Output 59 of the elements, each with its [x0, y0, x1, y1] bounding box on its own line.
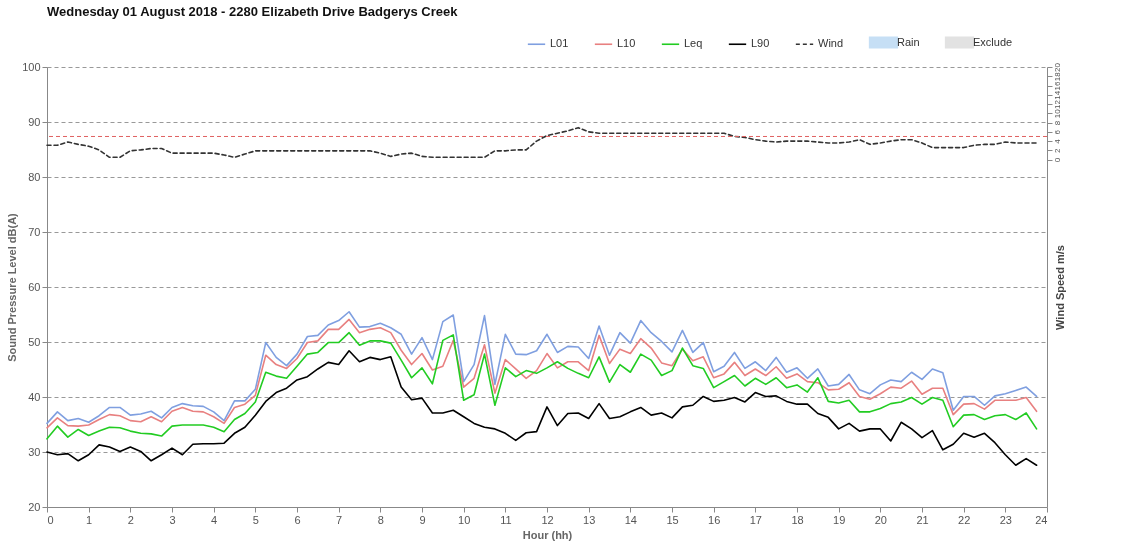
- y-tick-label: 70: [28, 225, 41, 238]
- x-tick-label: 21: [916, 513, 929, 526]
- y2-tick-label: 6: [1052, 129, 1062, 135]
- legend-label: Rain: [897, 35, 920, 48]
- x-tick-label: 20: [874, 513, 887, 526]
- y2-tick-label: 10: [1052, 108, 1062, 119]
- x-tick-label: 24: [1035, 513, 1048, 526]
- y2-tick-label: 12: [1052, 99, 1062, 110]
- x-tick-label: 2: [127, 513, 134, 526]
- x-tick-label: 15: [666, 513, 679, 526]
- y2-tick-label: 0: [1052, 157, 1062, 163]
- y2-tick-label: 14: [1052, 90, 1062, 100]
- legend-label: L90: [751, 37, 770, 50]
- x-tick-label: 8: [377, 513, 384, 526]
- x-tick-label: 11: [500, 513, 512, 526]
- y-tick-label: 80: [28, 170, 41, 183]
- legend-label: Leq: [684, 37, 703, 50]
- x-tick-label: 9: [419, 513, 426, 526]
- y2-tick-label: 16: [1052, 81, 1062, 91]
- x-tick-label: 13: [583, 513, 596, 526]
- y-tick-label: 100: [22, 60, 41, 73]
- y2-tick-label: 8: [1052, 120, 1062, 126]
- line-series: [46, 126, 1038, 159]
- y2-tick-label: 2: [1052, 148, 1062, 154]
- legend-label: Wind: [818, 37, 844, 50]
- x-tick-label: 1: [86, 513, 93, 526]
- y2-tick-label: 4: [1052, 138, 1062, 144]
- x-tick-label: 7: [336, 513, 343, 526]
- legend-label: L01: [550, 37, 569, 50]
- x-tick-label: 6: [294, 513, 301, 526]
- x-tick-label: 4: [211, 513, 218, 526]
- x-tick-label: 10: [458, 513, 471, 526]
- y-tick-label: 40: [28, 390, 41, 403]
- x-tick-label: 3: [169, 513, 176, 526]
- y-axis-title: Sound Pressure Level dB(A): [6, 212, 19, 362]
- x-tick-label: 23: [999, 513, 1012, 526]
- y2-axis-title: Wind Speed m/s: [1053, 245, 1066, 330]
- x-tick-label: 16: [708, 513, 721, 526]
- x-tick-label: 14: [624, 513, 637, 526]
- x-axis-title: Hour (hh): [522, 528, 573, 541]
- chart-title: Wednesday 01 August 2018 - 2280 Elizabeth Drive Badgerys Creek: [47, 4, 459, 19]
- y-tick-label: 30: [28, 445, 41, 458]
- y-tick-label: 50: [28, 335, 41, 348]
- legend-label: L10: [617, 37, 636, 50]
- x-tick-label: 0: [47, 513, 54, 526]
- y2-tick-label: 20: [1052, 62, 1062, 72]
- y2-tick-label: 18: [1052, 71, 1062, 82]
- x-tick-label: 19: [833, 513, 846, 526]
- line-series: [46, 331, 1038, 440]
- x-tick-label: 5: [252, 513, 259, 526]
- x-tick-label: 12: [541, 513, 554, 526]
- legend-label: Exclude: [973, 35, 1013, 48]
- x-tick-label: 17: [749, 513, 762, 526]
- line-series: [46, 350, 1038, 466]
- x-tick-label: 18: [791, 513, 804, 526]
- x-tick-label: 22: [958, 513, 971, 526]
- y-tick-label: 20: [28, 500, 41, 513]
- y-tick-label: 90: [28, 115, 41, 128]
- y-tick-label: 60: [28, 280, 41, 293]
